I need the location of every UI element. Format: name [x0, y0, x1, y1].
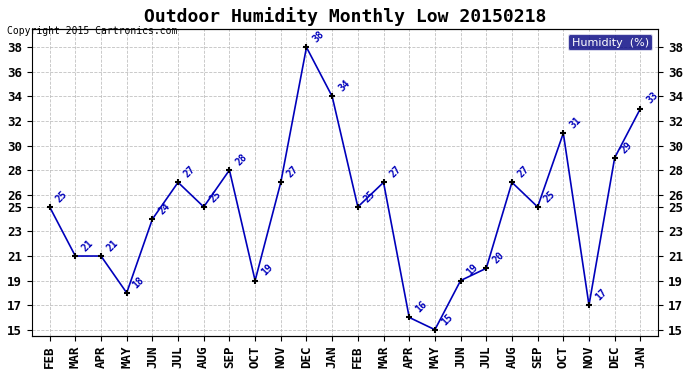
Title: Outdoor Humidity Monthly Low 20150218: Outdoor Humidity Monthly Low 20150218	[144, 7, 546, 26]
Text: 31: 31	[567, 115, 583, 130]
Text: 15: 15	[439, 312, 455, 327]
Text: 28: 28	[234, 152, 249, 167]
Text: 25: 25	[542, 189, 557, 204]
Text: 21: 21	[79, 238, 95, 253]
Text: 27: 27	[516, 164, 531, 180]
Text: 25: 25	[208, 189, 224, 204]
Text: 18: 18	[131, 275, 146, 290]
Text: 27: 27	[285, 164, 300, 180]
Text: 16: 16	[413, 299, 428, 315]
Text: 33: 33	[644, 90, 660, 106]
Text: 19: 19	[259, 262, 275, 278]
Text: 19: 19	[465, 262, 480, 278]
Text: 38: 38	[310, 29, 326, 45]
Text: 27: 27	[182, 164, 197, 180]
Text: 21: 21	[105, 238, 121, 253]
Text: 24: 24	[157, 201, 172, 216]
Text: 20: 20	[491, 250, 506, 266]
Text: Copyright 2015 Cartronics.com: Copyright 2015 Cartronics.com	[7, 26, 177, 36]
Text: 25: 25	[54, 189, 69, 204]
Text: 25: 25	[362, 189, 377, 204]
Text: 17: 17	[593, 287, 609, 302]
Text: 29: 29	[619, 140, 634, 155]
Legend: Humidity  (%): Humidity (%)	[568, 34, 653, 51]
Text: 27: 27	[388, 164, 403, 180]
Text: 34: 34	[336, 78, 352, 94]
